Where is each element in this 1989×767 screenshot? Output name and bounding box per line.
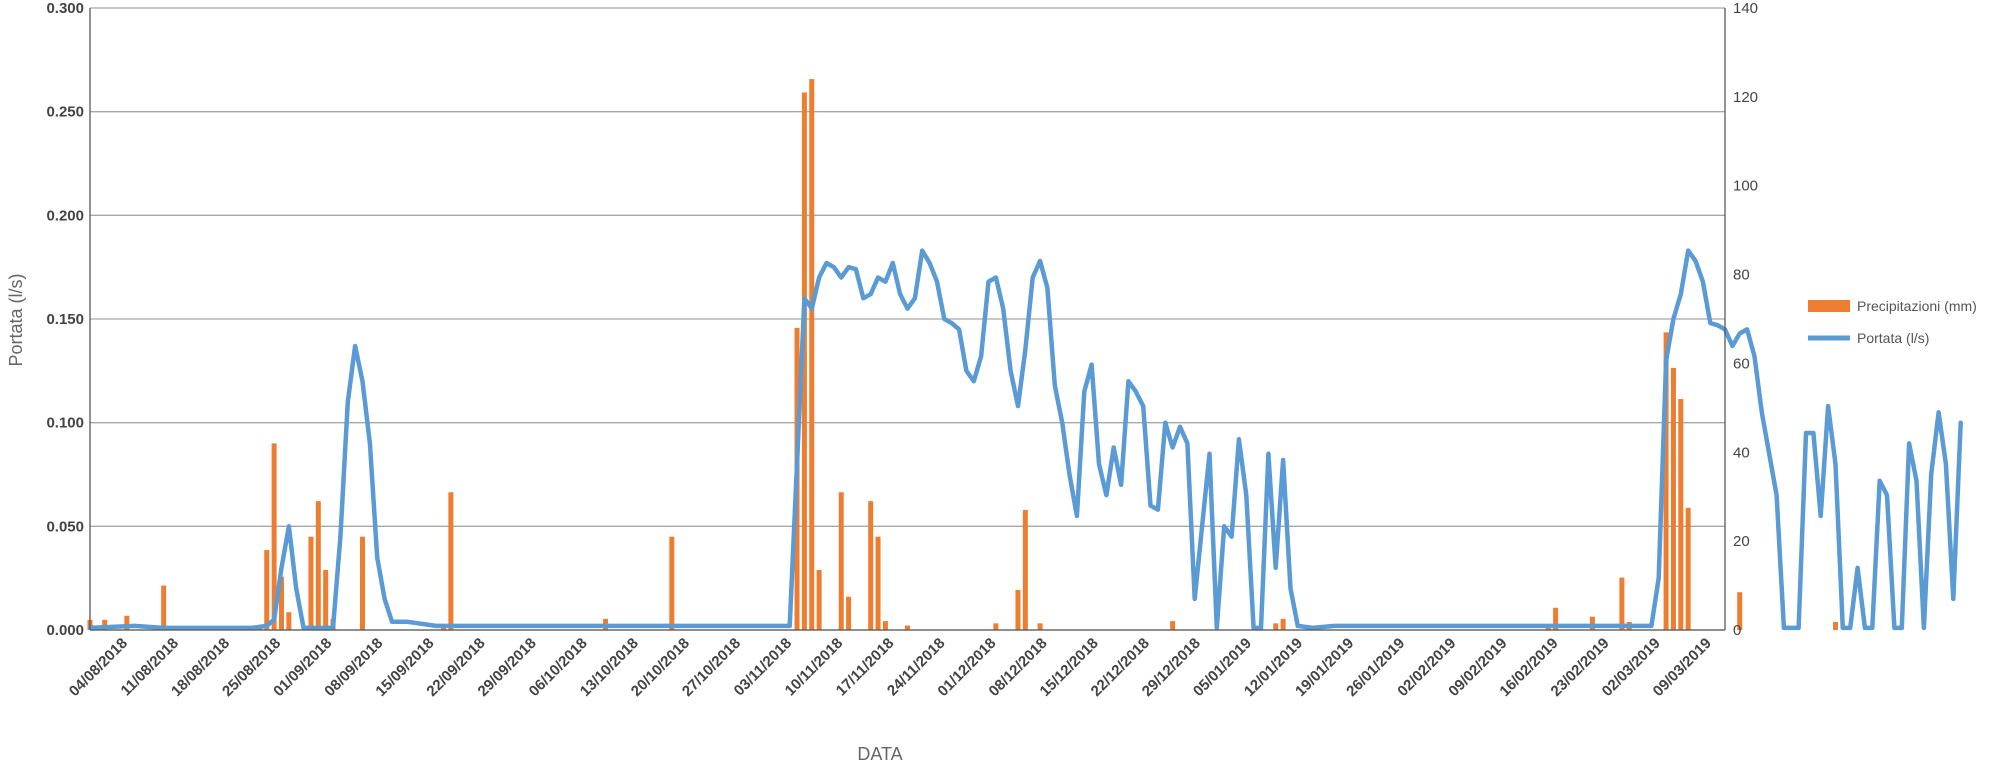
x-axis-title: DATA — [857, 744, 902, 764]
precipitation-bar — [816, 570, 822, 630]
precipitation-bar — [1737, 592, 1743, 630]
precipitation-bar — [315, 501, 321, 630]
y-axis-title: Portata (l/s) — [6, 273, 26, 366]
precipitation-bar — [1685, 507, 1691, 630]
right-tick-label: 40 — [1733, 444, 1750, 461]
axes — [89, 8, 1726, 631]
precipitation-bar — [846, 596, 852, 630]
left-tick-label: 0.000 — [46, 622, 84, 639]
precipitation-bar — [1037, 623, 1043, 630]
left-axis-ticks: 0.000 0.050 0.100 0.150 0.200 0.250 0.300 — [46, 0, 84, 639]
precipitation-bar — [278, 576, 284, 630]
precipitation-bar — [1170, 621, 1176, 630]
left-tick-label: 0.250 — [46, 104, 84, 121]
precipitation-bar — [360, 536, 365, 630]
right-tick-label: 0 — [1733, 622, 1741, 639]
precipitation-bar — [1589, 616, 1595, 630]
right-tick-label: 120 — [1733, 89, 1758, 106]
precipitation-bar — [271, 443, 277, 630]
precipitation-bar — [1553, 607, 1559, 630]
legend: Precipitazioni (mm) Portata (l/s) — [1808, 298, 1977, 346]
precipitation-bar — [669, 536, 675, 630]
precipitation-bar — [102, 619, 108, 630]
right-tick-label: 100 — [1733, 178, 1758, 195]
precipitation-bar — [1273, 623, 1279, 630]
precipitation-bar — [1832, 622, 1838, 630]
precipitation-bar — [1663, 332, 1669, 630]
precipitation-bar — [448, 492, 454, 630]
precipitation-bar — [1678, 398, 1684, 630]
precipitation-bar — [1619, 577, 1625, 630]
precipitation-bar — [801, 92, 807, 630]
precipitation-bar — [868, 501, 874, 630]
right-tick-label: 20 — [1733, 533, 1750, 550]
precipitation-bar — [161, 585, 167, 630]
left-tick-label: 0.100 — [46, 415, 84, 432]
left-tick-label: 0.200 — [46, 207, 84, 224]
left-tick-label: 0.300 — [46, 0, 84, 17]
precipitation-bar — [993, 623, 999, 630]
precipitation-bar — [1280, 618, 1286, 630]
right-tick-label: 80 — [1733, 267, 1750, 284]
precipitation-bar — [264, 550, 270, 630]
right-axis-ticks: 0 20 40 60 80 100 120 140 — [1733, 0, 1758, 639]
gridlines — [90, 7, 1725, 631]
precipitation-bar — [882, 621, 888, 630]
left-tick-label: 0.050 — [46, 518, 84, 535]
precipitation-bar — [875, 536, 881, 630]
right-tick-label: 140 — [1733, 0, 1758, 17]
precipitation-bar — [838, 492, 844, 630]
precipitation-bar — [1670, 367, 1676, 630]
precipitation-bar — [1015, 590, 1021, 630]
legend-label-precipitazioni: Precipitazioni (mm) — [1857, 298, 1977, 314]
precipitation-bar — [286, 612, 292, 630]
legend-label-portata: Portata (l/s) — [1857, 330, 1929, 346]
flow-line — [87, 248, 1963, 631]
precipitation-bar — [809, 79, 815, 631]
right-tick-label: 60 — [1733, 355, 1750, 372]
left-tick-label: 0.150 — [46, 311, 84, 328]
precipitation-bar — [124, 615, 130, 630]
precipitation-bar — [323, 570, 329, 630]
x-axis-ticks: 04/08/201811/08/201818/08/201825/08/2018… — [66, 635, 1715, 700]
precipitation-bar — [905, 625, 910, 630]
precipitation-bar — [308, 536, 314, 630]
precipitation-bar — [1022, 510, 1028, 630]
legend-swatch-precipitazioni — [1808, 300, 1850, 312]
